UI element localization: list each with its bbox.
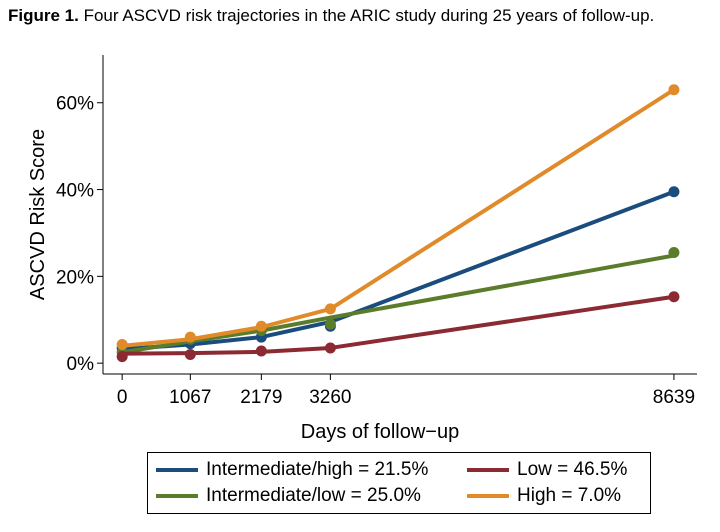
legend-swatch [467,468,509,472]
data-point [184,331,196,343]
data-point [668,291,680,303]
legend-swatch [156,468,198,472]
legend-item-intermediate-high: Intermediate/high = 21.5% [156,459,428,481]
x-tick-label: 0 [117,387,128,408]
figure-caption: Figure 1. Four ASCVD risk trajectories i… [8,6,654,26]
data-point [324,303,336,315]
line-chart: 0% 20% 40% 60% 0 1067 2179 3260 8639 Days of foll… [27,55,697,443]
x-tick-label: 3260 [309,387,351,408]
x-tick-label: 1067 [169,387,211,408]
legend-label: Intermediate/low = 25.0% [206,485,421,506]
y-tick-label: 20% [56,267,94,288]
chart-legend: Intermediate/high = 21.5% Low = 46.5% In… [147,452,651,514]
x-tick-label: 8639 [653,387,695,408]
data-point [668,84,680,96]
legend-swatch [156,494,198,498]
data-point [255,345,267,357]
data-point [668,186,680,198]
data-point [324,318,336,330]
data-point [116,351,128,363]
data-point [184,348,196,360]
y-axis-title: ASCVD Risk Score [27,129,49,300]
figure-label: Figure 1. [8,6,79,25]
data-point [324,342,336,354]
y-tick-label: 40% [56,181,94,202]
legend-item-high: High = 7.0% [467,485,621,507]
x-tick-label: 2179 [240,387,282,408]
data-point [668,246,680,258]
legend-label: Intermediate/high = 21.5% [206,459,429,480]
legend-swatch [467,494,509,498]
data-point [255,320,267,332]
legend-label: Low = 46.5% [517,459,628,480]
y-tick-label: 60% [56,94,94,115]
x-axis-title: Days of follow−up [301,421,459,443]
data-point [116,338,128,350]
legend-label: High = 7.0% [517,485,622,506]
legend-item-low: Low = 46.5% [467,459,627,481]
y-tick-label: 0% [67,354,95,375]
legend-item-intermediate-low: Intermediate/low = 25.0% [156,485,421,507]
figure-caption-text: Four ASCVD risk trajectories in the ARIC… [78,6,655,25]
